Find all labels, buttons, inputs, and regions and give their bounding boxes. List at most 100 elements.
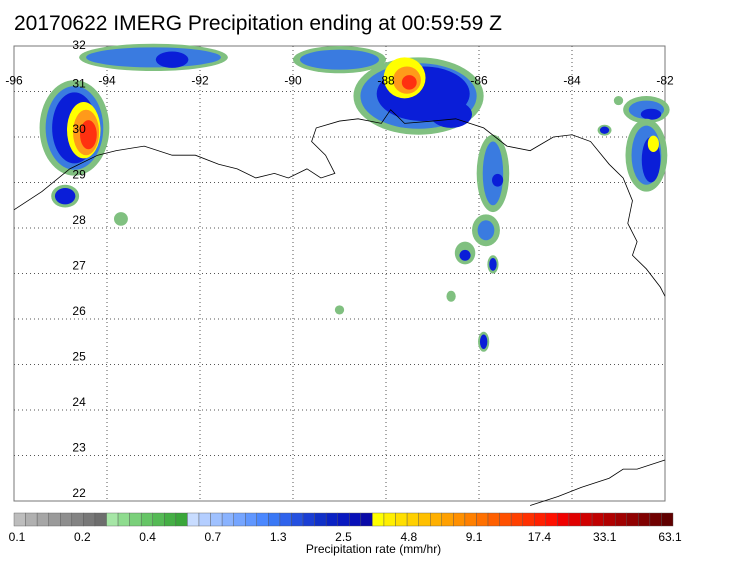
colorbar-cell xyxy=(522,512,535,527)
colorbar-cell xyxy=(233,512,246,527)
colorbar-tick-label: 2.5 xyxy=(335,530,352,544)
colorbar-cell xyxy=(395,512,408,527)
colorbar-cell xyxy=(279,512,292,527)
latitude-label: 30 xyxy=(72,122,86,136)
rain-cell xyxy=(482,141,504,206)
latitude-label: 32 xyxy=(72,38,86,52)
latitude-label: 22 xyxy=(72,486,86,500)
colorbar-cell xyxy=(245,512,257,527)
colorbar-cell xyxy=(25,512,38,527)
colorbar-tick-label: 63.1 xyxy=(658,530,682,544)
colorbar-cell xyxy=(614,512,627,527)
longitude-label: -88 xyxy=(377,74,395,88)
latitude-label: 24 xyxy=(72,395,86,409)
colorbar-cell xyxy=(256,512,269,527)
colorbar-cell xyxy=(152,512,165,527)
colorbar-cell xyxy=(36,512,49,527)
rain-cell xyxy=(647,135,659,153)
colorbar-cell xyxy=(360,512,373,527)
rain-cell xyxy=(479,334,488,350)
colorbar-cell xyxy=(603,512,616,527)
latitude-label: 31 xyxy=(72,77,86,91)
longitude-label: -94 xyxy=(98,74,116,88)
map-title: 20170622 IMERG Precipitation ending at 0… xyxy=(14,12,502,35)
longitude-label: -90 xyxy=(284,74,302,88)
colorbar-cell xyxy=(314,512,327,527)
colorbar-cell xyxy=(210,512,223,527)
precipitation-field xyxy=(39,43,670,352)
colorbar-cell xyxy=(291,512,304,527)
colorbar-cell xyxy=(487,512,500,527)
colorbar-cell xyxy=(476,512,489,527)
colorbar-cell xyxy=(302,512,315,527)
colorbar-tick-label: 1.3 xyxy=(270,530,287,544)
colorbar-cells xyxy=(13,512,674,527)
longitude-labels: -96 -94 -92 -90 -88 -86 -84 -82 xyxy=(5,74,674,88)
colorbar-cell xyxy=(140,512,153,527)
colorbar-cell xyxy=(649,512,662,527)
colorbar-cell xyxy=(510,512,523,527)
colorbar-cell xyxy=(349,512,362,527)
colorbar-cell xyxy=(383,512,396,527)
colorbar-cell xyxy=(337,512,350,527)
colorbar-cell xyxy=(591,512,604,527)
rain-cell xyxy=(299,49,380,70)
rain-cell xyxy=(446,290,456,302)
latitude-label: 23 xyxy=(72,441,86,455)
colorbar-cell xyxy=(441,512,454,527)
colorbar-cell xyxy=(568,512,581,527)
rain-cell xyxy=(155,51,189,68)
colorbar-cell xyxy=(661,512,674,527)
rain-cell xyxy=(492,173,504,187)
colorbar-tick-label: 0.1 xyxy=(9,530,26,544)
colorbar-cell xyxy=(557,512,570,527)
longitude-label: -86 xyxy=(470,74,488,88)
longitude-label: -82 xyxy=(656,74,674,88)
latitude-labels: 22 23 24 25 26 27 28 29 30 31 32 xyxy=(72,38,86,500)
colorbar-tick-label: 17.4 xyxy=(528,530,552,544)
colorbar-tick-label: 9.1 xyxy=(466,530,483,544)
rain-cell xyxy=(459,249,471,261)
colorbar-cell xyxy=(453,512,466,527)
latitude-label: 28 xyxy=(72,213,86,227)
colorbar-cell xyxy=(60,512,73,527)
colorbar-tick-label: 4.8 xyxy=(400,530,417,544)
colorbar-cell xyxy=(545,512,558,527)
colorbar-cell xyxy=(106,512,119,527)
colorbar-cell xyxy=(268,512,281,527)
rain-cell xyxy=(80,120,97,150)
colorbar-cell xyxy=(175,512,188,527)
colorbar-tick-label: 0.7 xyxy=(205,530,222,544)
coastline xyxy=(13,109,666,506)
rain-cell xyxy=(113,212,128,226)
colorbar-cell xyxy=(187,512,200,527)
colorbar-cell xyxy=(164,512,177,527)
rain-cell xyxy=(613,96,624,106)
colorbar-tick-label: 0.2 xyxy=(74,530,91,544)
rain-cell xyxy=(334,305,345,315)
colorbar-cell xyxy=(418,512,431,527)
colorbar-cell xyxy=(221,512,234,527)
rain-cell xyxy=(599,126,610,134)
colorbar-cell xyxy=(534,512,547,527)
longitude-label: -96 xyxy=(5,74,23,88)
longitude-label: -92 xyxy=(191,74,209,88)
rain-cell xyxy=(640,108,662,120)
colorbar-cell xyxy=(638,512,651,527)
colorbar-cell xyxy=(325,512,338,527)
colorbar-cell xyxy=(129,512,142,527)
rain-cell xyxy=(489,258,497,271)
colorbar-tick-label: 0.4 xyxy=(139,530,156,544)
colorbar-cell xyxy=(580,512,593,527)
colorbar-cell xyxy=(48,512,61,527)
colorbar-cell xyxy=(499,512,512,527)
cuba-coastline xyxy=(530,459,666,506)
colorbar-cell xyxy=(198,512,211,527)
colorbar-cell xyxy=(117,512,130,527)
latitude-label: 25 xyxy=(72,350,86,364)
colorbar-cell xyxy=(430,512,442,527)
longitude-label: -84 xyxy=(563,74,581,88)
colorbar-tick-label: 33.1 xyxy=(593,530,617,544)
